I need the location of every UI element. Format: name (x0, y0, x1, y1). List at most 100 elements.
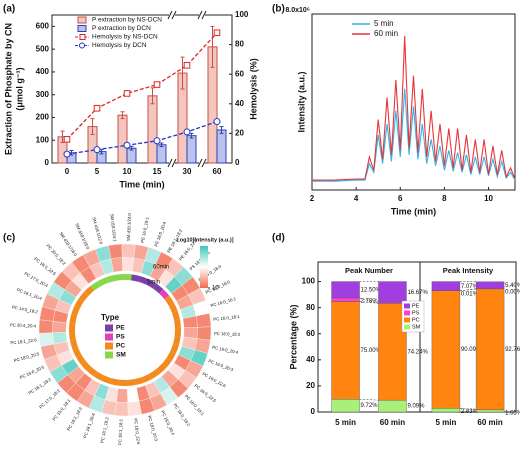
lipid-label: PC 14:0_18:2 (12, 304, 39, 314)
y-tick-label: 500 (36, 44, 50, 53)
value-label: 9.72% (361, 403, 379, 409)
type-cell (171, 310, 180, 321)
axis-break-gap (169, 13, 175, 17)
marker (63, 150, 71, 158)
marker (153, 81, 161, 88)
line (312, 88, 516, 182)
type-cell (97, 277, 108, 287)
type-cell (126, 379, 136, 386)
x-axis-title: Time (min) (391, 206, 436, 216)
heat-cell (121, 243, 136, 259)
legend-swatch (105, 351, 113, 359)
y-tick-label: 400 (36, 67, 50, 76)
legend-marker (79, 34, 86, 40)
bar-segment (475, 281, 505, 290)
legend-label: PC (412, 317, 420, 323)
legend-marker (79, 42, 85, 49)
heat-cell (183, 327, 198, 339)
value-label: 90.09% (461, 347, 482, 353)
marker (123, 141, 131, 149)
value-label: 12.50% (361, 287, 382, 293)
heat-cell (195, 313, 212, 328)
x-tick-label: 15 (153, 167, 162, 176)
marker (63, 136, 71, 143)
axis-break (201, 158, 207, 168)
y-tick-label: 60 (306, 329, 315, 338)
x-tick-label: 5 min (335, 418, 356, 427)
y-tick-label: 8.0x10⁶ (285, 7, 310, 14)
x-axis-title: Time (min) (119, 179, 164, 189)
value-label: 9.09% (407, 404, 425, 410)
type-cell (134, 376, 145, 385)
colorbar (200, 246, 208, 288)
x-tick-label: 60 (213, 167, 222, 176)
legend-swatch (77, 16, 87, 24)
legend-label: Hemolysis by NS-DCN (92, 34, 158, 41)
legend-label: PE (412, 303, 420, 309)
x-tick-label: 10 (484, 194, 493, 203)
lipid-label: SM d18:1/16:0 (58, 231, 78, 258)
y-tick-label: 600 (36, 21, 50, 30)
x-tick-label: 60 min (477, 418, 502, 427)
legend-label: PC (116, 343, 125, 350)
lipid-label: PC 16:0_22:6 (202, 371, 228, 389)
legend-box (401, 300, 425, 333)
lipid-label: SM d18:1/18:0 (74, 222, 90, 250)
axis-break (167, 10, 173, 20)
y-tick-label: 300 (36, 90, 50, 99)
legend-title: Type (101, 313, 120, 322)
x-tick-label: 0 (65, 167, 70, 176)
lipid-label: PC 16:0_22:5 (193, 383, 217, 404)
lipid-label: PC 17:0_20:4 (23, 271, 49, 289)
type-cell (166, 351, 176, 362)
y-tick-label: 40 (306, 355, 315, 364)
bar (216, 129, 227, 164)
bar-segment (331, 301, 360, 400)
y2-tick-label: 80 (235, 40, 244, 49)
legend-label: PS (412, 310, 420, 316)
type-cell (174, 319, 181, 329)
lipid-label: PC 18:1_18:1 (117, 418, 123, 445)
error-bar (120, 111, 125, 120)
y2-tick-label: 20 (235, 129, 244, 138)
bar-segment (378, 281, 407, 304)
y-tick-label: 0 (311, 407, 316, 416)
line (66, 32, 218, 140)
error-bar (210, 25, 215, 68)
lipid-label: PC 16:0_18:1 (213, 314, 240, 322)
lipid-label: SM d18:1/24:1 (109, 213, 117, 242)
lipid-label: PC 16:0_20:5 (19, 364, 46, 380)
y-tick-label: 200 (36, 113, 50, 122)
panel-label: (b) (272, 4, 285, 15)
y-tick-label: 0 (45, 158, 50, 167)
value-label: 2.78% (361, 298, 379, 304)
marker (183, 128, 191, 136)
legend-swatch (105, 333, 113, 341)
type-cell (149, 369, 160, 379)
group-title: Peak Intensity (443, 266, 494, 275)
colorbar-tick-label: 10 (212, 286, 219, 292)
type-cell (161, 357, 172, 369)
x-tick-label: 10 (123, 167, 132, 176)
type-cell (138, 276, 149, 285)
bar-segment (431, 281, 461, 291)
value-label: 1.65% (505, 410, 520, 416)
heat-cell (127, 400, 142, 417)
type-cell (72, 347, 82, 358)
x-tick-label: 6 (398, 194, 403, 203)
value-label: 74.24% (407, 349, 428, 355)
axis-break (201, 10, 207, 20)
panel-label: (a) (3, 4, 15, 15)
y2-axis-title: Hemolysis (%) (248, 58, 258, 120)
lipid-label: PC 18:0_22:6 (133, 418, 141, 445)
y2-tick-label: 100 (235, 10, 249, 19)
lipid-label: PC 18:2_18:2 (66, 406, 84, 432)
axis-break (197, 10, 203, 20)
bar-segment (431, 408, 461, 413)
lipid-label: PC 16:0_20:3 (208, 358, 235, 372)
type-cell (164, 295, 174, 306)
value-label: 16.67% (407, 290, 428, 296)
y2-tick-label: 40 (235, 99, 244, 108)
line (66, 120, 218, 155)
